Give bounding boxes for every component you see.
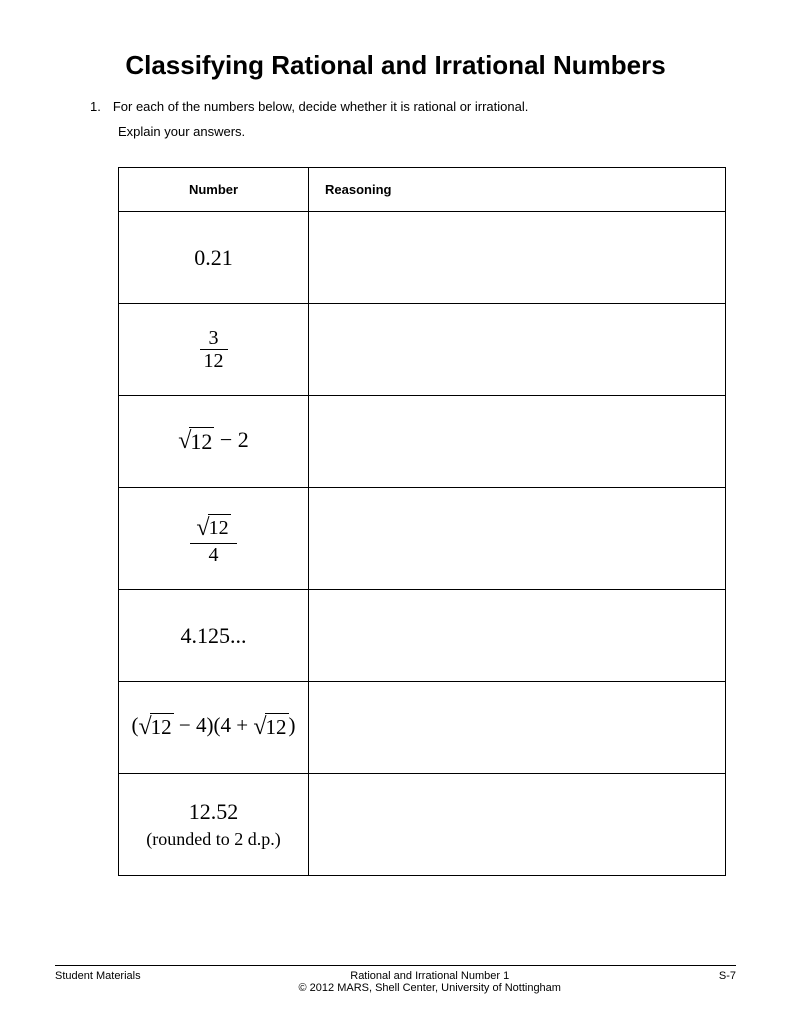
sqrt-arg: 12 xyxy=(265,713,289,741)
number-value: 4.125... xyxy=(181,623,247,648)
number-cell: (√12 − 4)(4 + √12) xyxy=(119,682,309,774)
number-cell: 4.125... xyxy=(119,590,309,682)
sqrt-expr: √12 xyxy=(253,713,288,741)
reasoning-cell xyxy=(309,682,726,774)
question-subtext: Explain your answers. xyxy=(118,124,731,139)
sqrt-arg: 12 xyxy=(189,427,214,457)
page-title: Classifying Rational and Irrational Numb… xyxy=(60,50,731,81)
reasoning-cell xyxy=(309,304,726,396)
sqrt-expr: √ 12 xyxy=(178,427,214,457)
number-cell: √ 12 − 2 xyxy=(119,396,309,488)
minus-value: 2 xyxy=(238,427,249,452)
sqrt-expr: √ 12 xyxy=(196,514,230,541)
sqrt-icon: √ xyxy=(178,429,191,453)
table-row: 12.52 (rounded to 2 d.p.) xyxy=(119,774,726,876)
number-cell: 3 12 xyxy=(119,304,309,396)
table-row: 0.21 xyxy=(119,212,726,304)
fraction: 3 12 xyxy=(200,327,228,372)
sqrt-icon: √ xyxy=(253,715,266,739)
minus-op: − xyxy=(174,713,196,737)
number-value: 0.21 xyxy=(194,245,233,270)
fraction-denominator: 12 xyxy=(200,350,228,372)
sqrt-arg: 12 xyxy=(208,514,231,541)
header-reasoning: Reasoning xyxy=(309,168,726,212)
paren-open: ( xyxy=(131,713,138,737)
number-value: 12.52 xyxy=(189,799,239,824)
sqrt-arg: 12 xyxy=(150,713,174,741)
footer-center: Rational and Irrational Number 1 © 2012 … xyxy=(141,970,719,994)
table-row: √ 12 − 2 xyxy=(119,396,726,488)
number-cell: √ 12 4 xyxy=(119,488,309,590)
worksheet-table: Number Reasoning 0.21 3 12 xyxy=(118,167,726,876)
number-cell: 0.21 xyxy=(119,212,309,304)
fraction-sqrt: √ 12 4 xyxy=(190,512,236,566)
reasoning-cell xyxy=(309,212,726,304)
table-row: √ 12 4 xyxy=(119,488,726,590)
question-line: 1. For each of the numbers below, decide… xyxy=(90,99,731,114)
page-footer: Student Materials Rational and Irrationa… xyxy=(55,965,736,994)
question-number: 1. xyxy=(90,99,101,114)
question-text: For each of the numbers below, decide wh… xyxy=(113,99,529,114)
footer-center-line2: © 2012 MARS, Shell Center, University of… xyxy=(141,982,719,994)
plus-op: + xyxy=(231,713,253,737)
number-note: (rounded to 2 d.p.) xyxy=(125,829,302,850)
reasoning-cell xyxy=(309,590,726,682)
table-row: 4.125... xyxy=(119,590,726,682)
minus-value: 4 xyxy=(196,713,207,737)
plus-value: 4 xyxy=(221,713,232,737)
sqrt-icon: √ xyxy=(138,715,151,739)
number-cell: 12.52 (rounded to 2 d.p.) xyxy=(119,774,309,876)
footer-right: S-7 xyxy=(719,970,736,994)
header-number: Number xyxy=(119,168,309,212)
footer-left: Student Materials xyxy=(55,970,141,994)
minus-op: − xyxy=(220,427,238,452)
paren-close: )( xyxy=(207,713,221,737)
reasoning-cell xyxy=(309,488,726,590)
fraction-denominator: 4 xyxy=(190,544,236,566)
table-row: 3 12 xyxy=(119,304,726,396)
sqrt-icon: √ xyxy=(196,516,209,540)
paren-close: ) xyxy=(289,713,296,737)
footer-center-line1: Rational and Irrational Number 1 xyxy=(141,970,719,982)
reasoning-cell xyxy=(309,774,726,876)
sqrt-expr: √12 xyxy=(138,713,173,741)
fraction-numerator: 3 xyxy=(200,327,228,350)
table-header-row: Number Reasoning xyxy=(119,168,726,212)
reasoning-cell xyxy=(309,396,726,488)
worksheet-table-container: Number Reasoning 0.21 3 12 xyxy=(118,167,726,876)
table-row: (√12 − 4)(4 + √12) xyxy=(119,682,726,774)
